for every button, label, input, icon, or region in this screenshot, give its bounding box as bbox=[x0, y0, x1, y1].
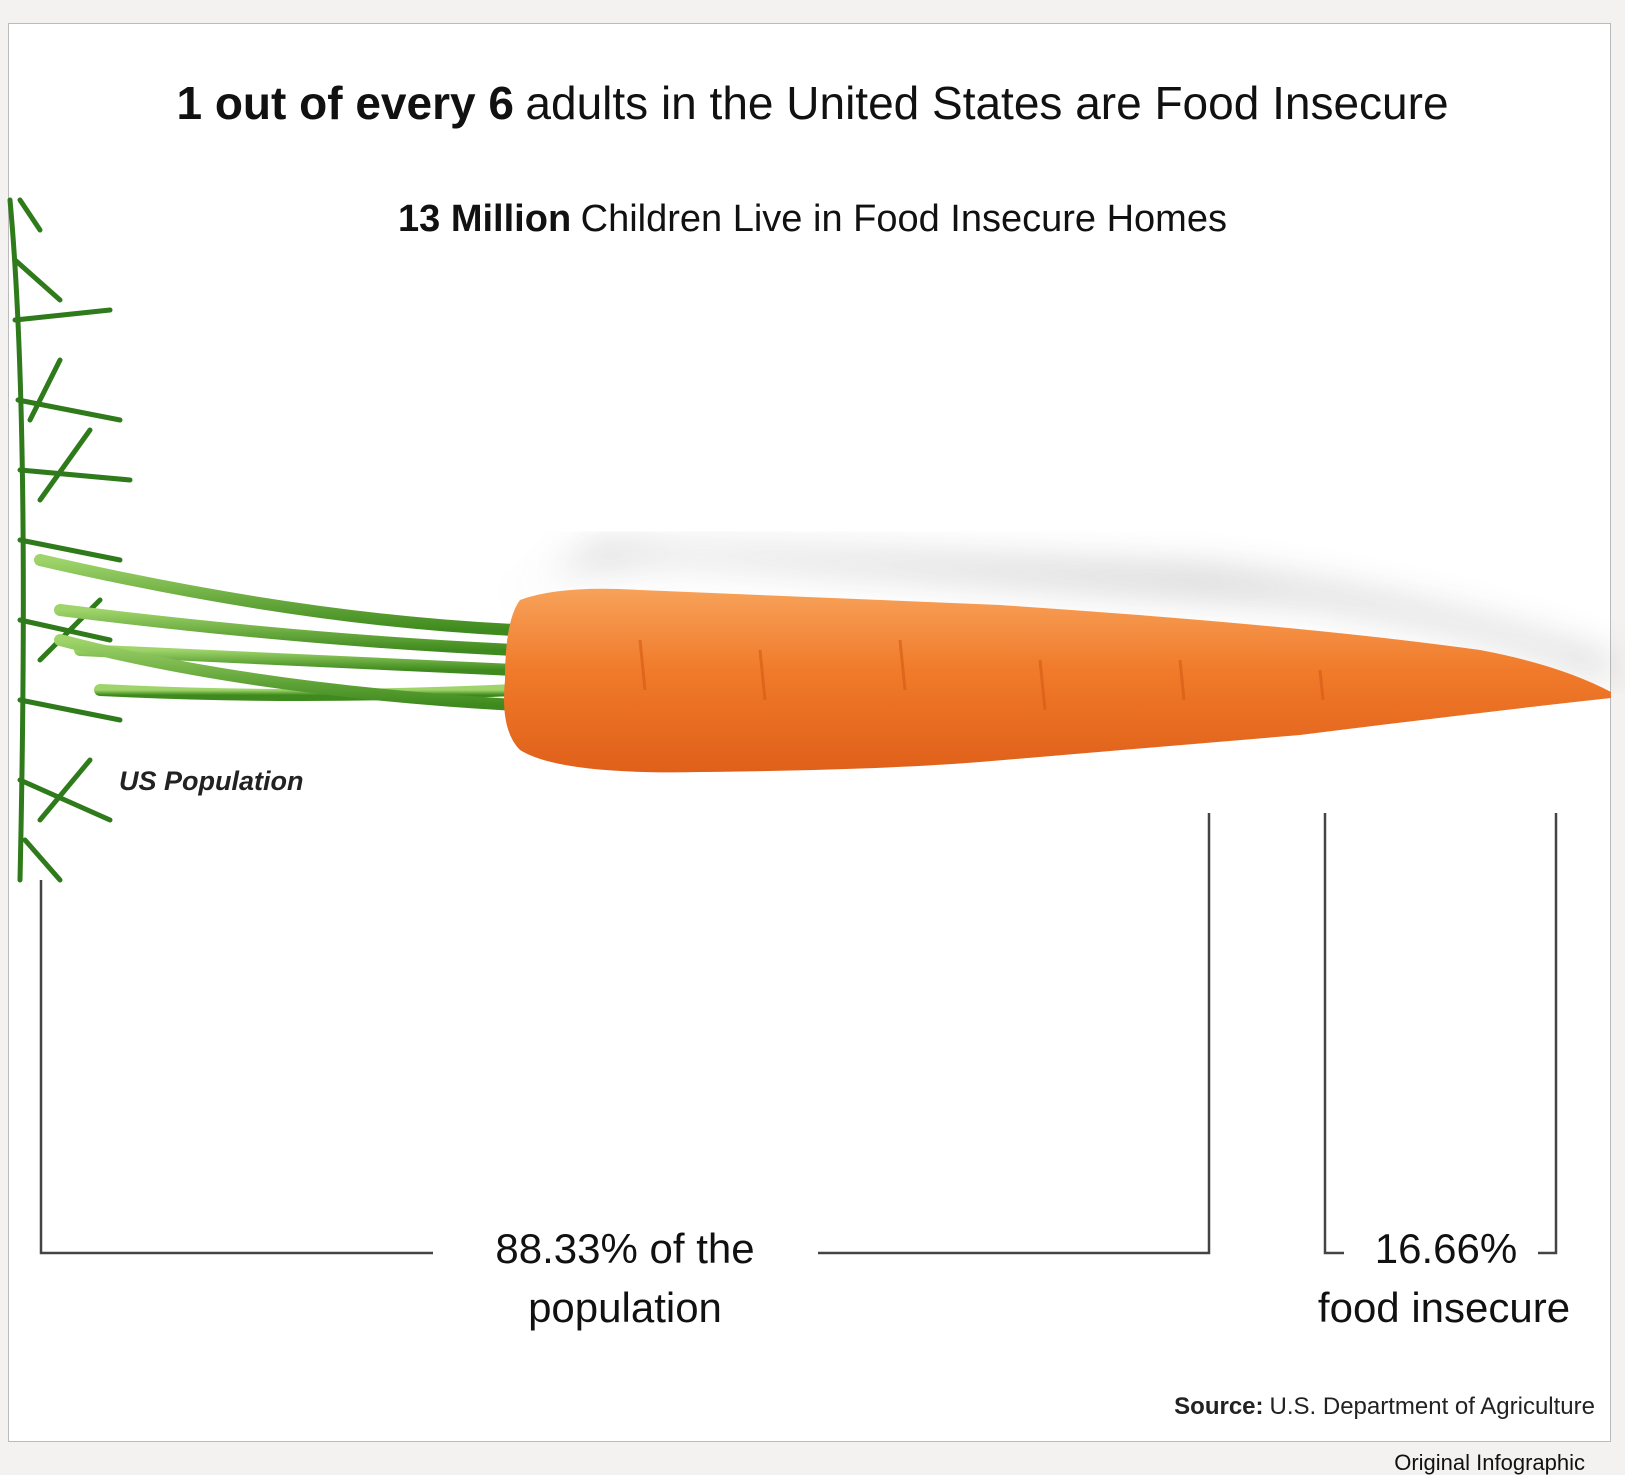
carrot-body bbox=[504, 588, 1611, 773]
bracket-label: 88.33% of the bbox=[495, 1225, 755, 1272]
carrot-stems bbox=[34, 554, 521, 711]
left-bracket bbox=[818, 813, 1211, 1255]
title-bold: 1 out of every 6 bbox=[176, 77, 514, 129]
root-label: US Population bbox=[119, 766, 304, 796]
subtitle-bold: 13 Million bbox=[398, 198, 572, 240]
source-bold: Source: bbox=[1174, 1393, 1264, 1420]
carrot-leaves bbox=[7, 197, 133, 883]
right-bracket bbox=[1323, 813, 1344, 1255]
bracket-label: population bbox=[528, 1284, 722, 1331]
source-text: U.S. Department of Agriculture bbox=[1269, 1393, 1595, 1420]
footer: Original Infographic bbox=[1394, 1450, 1585, 1475]
left-bracket bbox=[39, 880, 433, 1255]
subtitle-text: Children Live in Food Insecure Homes bbox=[580, 198, 1227, 240]
source: Source: U.S. Department of Agriculture bbox=[1174, 1393, 1595, 1421]
bracket-label: food insecure bbox=[1317, 1284, 1571, 1331]
brackets bbox=[39, 813, 1558, 1255]
right-bracket bbox=[1538, 813, 1558, 1255]
carrot-texture bbox=[638, 639, 1325, 711]
title: 1 out of every 6 adults in the United Sta… bbox=[0, 76, 1625, 130]
bracket-label: 16.66% bbox=[1374, 1225, 1518, 1272]
title-text: adults in the United States are Food Ins… bbox=[525, 77, 1449, 129]
carrot-shadow bbox=[500, 545, 1611, 680]
subtitle: 13 Million Children Live in Food Insecure… bbox=[0, 198, 1625, 241]
